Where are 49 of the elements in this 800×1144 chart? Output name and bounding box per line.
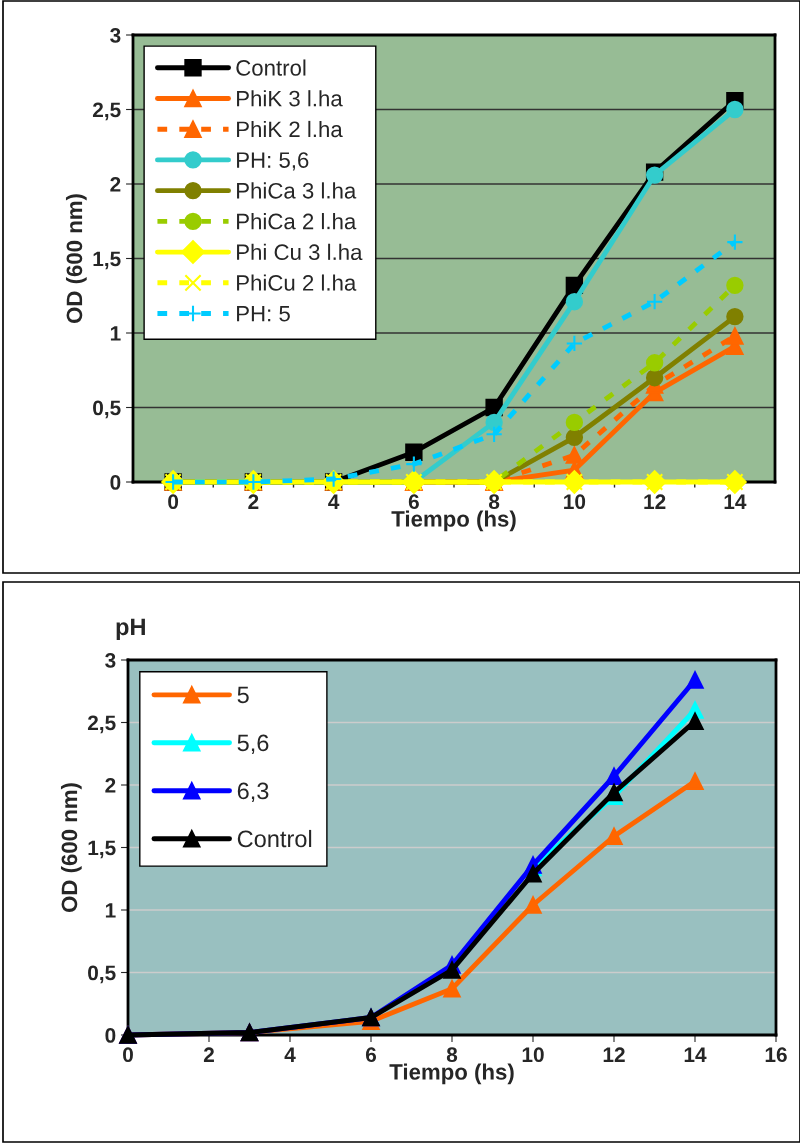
y-tick-label: 1	[110, 326, 121, 341]
legend-label: PhiCu 2 l.ha	[237, 274, 357, 291]
legend-label: PhiCa 2 l.ha	[237, 213, 357, 230]
x-tick-label: 12	[603, 1047, 625, 1062]
legend-label: Control	[236, 59, 306, 76]
x-tick-label: 0	[123, 1047, 133, 1063]
legend-label: 5,6	[237, 734, 269, 755]
y-tick-label: 1,5	[93, 251, 121, 270]
legend-label: PH: 5	[237, 305, 290, 322]
legend-label: 6,3	[237, 782, 269, 803]
legend-label: 5	[237, 686, 249, 704]
x-tick-label: 14	[724, 494, 747, 509]
y-axis-title: OD (600 nm)	[65, 194, 87, 324]
legend-label: PhiK 3 l.ha	[237, 90, 343, 107]
y-tick-label: 1	[105, 903, 116, 918]
legend-label: PhiK 2 l.ha	[237, 120, 343, 138]
x-axis-title: Tiempo (hs)	[391, 510, 516, 532]
x-tick-label: 8	[446, 1047, 458, 1063]
x-tick-label: 16	[765, 1047, 787, 1063]
y-tick-label: 0,5	[93, 400, 121, 419]
x-tick-label: 2	[203, 1047, 214, 1062]
x-tick-label: 14	[684, 1047, 707, 1062]
x-tick-label: 6	[408, 494, 419, 510]
y-tick-label: 0	[110, 475, 121, 490]
x-axis-title: Tiempo (hs)	[389, 1063, 514, 1085]
x-tick-label: 0	[168, 494, 179, 510]
x-tick-label: 8	[488, 494, 500, 510]
legend-label: Control	[237, 829, 312, 848]
y-tick-label: 3	[105, 653, 116, 668]
x-tick-label: 4	[284, 1047, 296, 1062]
chart-title: pH	[116, 618, 145, 640]
y-tick-label: 2	[105, 778, 116, 793]
legend-label: PhiCa 3 l.ha	[237, 182, 357, 199]
y-tick-label: 2,5	[87, 715, 116, 734]
x-tick-label: 2	[248, 494, 259, 509]
x-tick-label: 10	[564, 494, 586, 510]
legend-label: PH: 5,6	[237, 152, 309, 171]
y-tick-label: 3	[110, 28, 121, 43]
x-tick-label: 12	[644, 494, 666, 509]
legend-label: Phi Cu 3 l.ha	[237, 243, 363, 261]
x-tick-label: 10	[522, 1047, 544, 1063]
y-tick-label: 0,5	[88, 965, 116, 984]
y-tick-label: 0	[105, 1028, 116, 1043]
y-axis-title: OD (600 nm)	[60, 783, 82, 913]
x-tick-label: 6	[365, 1047, 377, 1063]
y-tick-label: 1,5	[88, 840, 116, 859]
y-tick-label: 2,5	[92, 102, 121, 121]
y-tick-label: 2	[110, 177, 121, 192]
x-tick-label: 4	[328, 494, 340, 509]
